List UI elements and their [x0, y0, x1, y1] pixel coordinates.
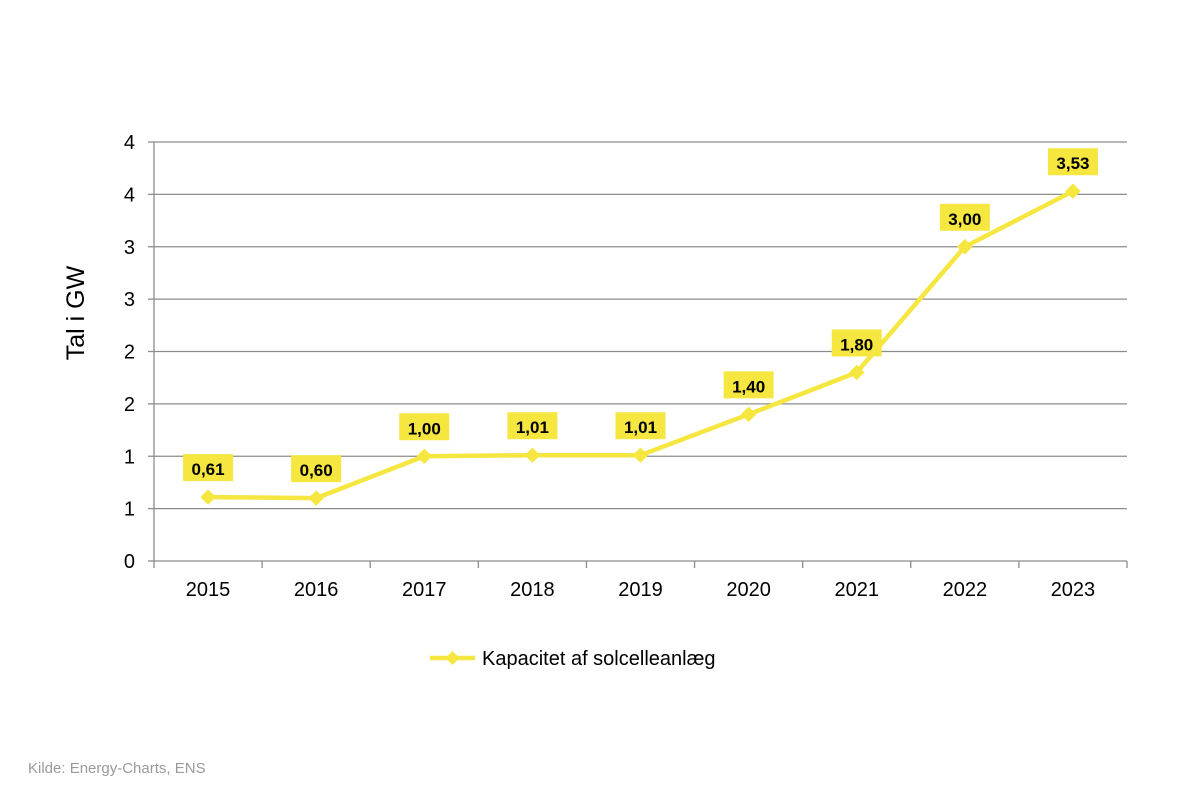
data-label-box	[1047, 148, 1098, 176]
data-point-marker	[740, 406, 757, 423]
legend-label: Kapacitet af solcelleanlæg	[482, 648, 715, 670]
y-tick-label: 1	[124, 499, 135, 521]
data-label-text: 3,53	[1056, 154, 1089, 173]
data-label: 1,40	[723, 371, 774, 399]
data-label-box	[615, 412, 666, 440]
x-tick-label: 2015	[186, 579, 231, 601]
data-label-box	[723, 371, 774, 399]
data-point-marker	[1065, 183, 1081, 199]
x-tick-label: 2022	[943, 579, 988, 601]
data-point-marker	[524, 447, 541, 463]
data-point-marker	[308, 490, 324, 506]
y-tick-label: 4	[124, 184, 135, 206]
data-label-box	[507, 412, 558, 440]
x-tick-label: 2019	[618, 579, 663, 601]
data-point-marker	[200, 489, 216, 505]
x-tick-label: 2020	[726, 579, 771, 601]
y-tick-labels: 0 1 1 2 2 3 3 4 4	[124, 132, 135, 573]
data-label: 0,60	[291, 455, 342, 483]
axes	[148, 141, 1128, 568]
data-label-box	[183, 454, 234, 482]
x-tick-label: 2023	[1051, 579, 1096, 601]
data-label: 3,53	[1047, 148, 1098, 176]
data-label-text: 0,60	[300, 461, 333, 480]
y-tick-label: 3	[124, 237, 135, 259]
source-note: Kilde: Energy-Charts, ENS	[28, 760, 206, 777]
y-tick-label: 3	[124, 289, 135, 311]
x-tick-label: 2021	[834, 579, 879, 601]
y-tick-label: 2	[124, 342, 135, 364]
data-point-marker	[416, 448, 432, 464]
x-tick-label: 2017	[402, 579, 447, 601]
data-label-box	[831, 329, 882, 357]
data-labels: 0,61 0,60 1,00 1,01 1,01 1,40 1,80 3,00 3,53	[183, 148, 1098, 483]
data-label-text: 1,00	[408, 419, 441, 438]
data-label-box	[399, 413, 450, 441]
y-tick-label: 0	[124, 551, 135, 573]
y-tick-label: 2	[124, 394, 135, 416]
data-point-marker	[957, 239, 973, 255]
data-point-marker	[632, 447, 649, 463]
x-tick-label: 2016	[294, 579, 339, 601]
data-label-text: 3,00	[948, 210, 981, 229]
legend-marker	[445, 651, 460, 665]
y-axis-label: Tal i GW	[62, 265, 90, 360]
data-label-text: 0,61	[192, 460, 225, 479]
data-label: 1,01	[615, 412, 666, 440]
data-label-text: 1,01	[624, 418, 657, 437]
data-points	[200, 183, 1081, 506]
y-tick-label: 1	[124, 446, 135, 468]
y-tick-label: 4	[124, 132, 135, 154]
data-label: 1,01	[507, 412, 558, 440]
data-label-box	[291, 455, 342, 483]
data-label: 0,61	[183, 454, 234, 482]
data-label: 3,00	[939, 203, 990, 231]
data-label-text: 1,80	[840, 335, 873, 354]
x-tick-labels: 2015 2016 2017 2018 2019 2020 2021 2022 2023	[186, 579, 1095, 601]
data-label-text: 1,01	[516, 418, 549, 437]
data-label-box	[939, 203, 990, 231]
data-point-marker	[849, 364, 865, 381]
data-label-text: 1,40	[732, 377, 765, 396]
x-tick-label: 2018	[510, 579, 555, 601]
data-label: 1,80	[831, 329, 882, 357]
data-label: 1,00	[399, 413, 450, 441]
legend: Kapacitet af solcelleanlæg	[430, 648, 715, 670]
